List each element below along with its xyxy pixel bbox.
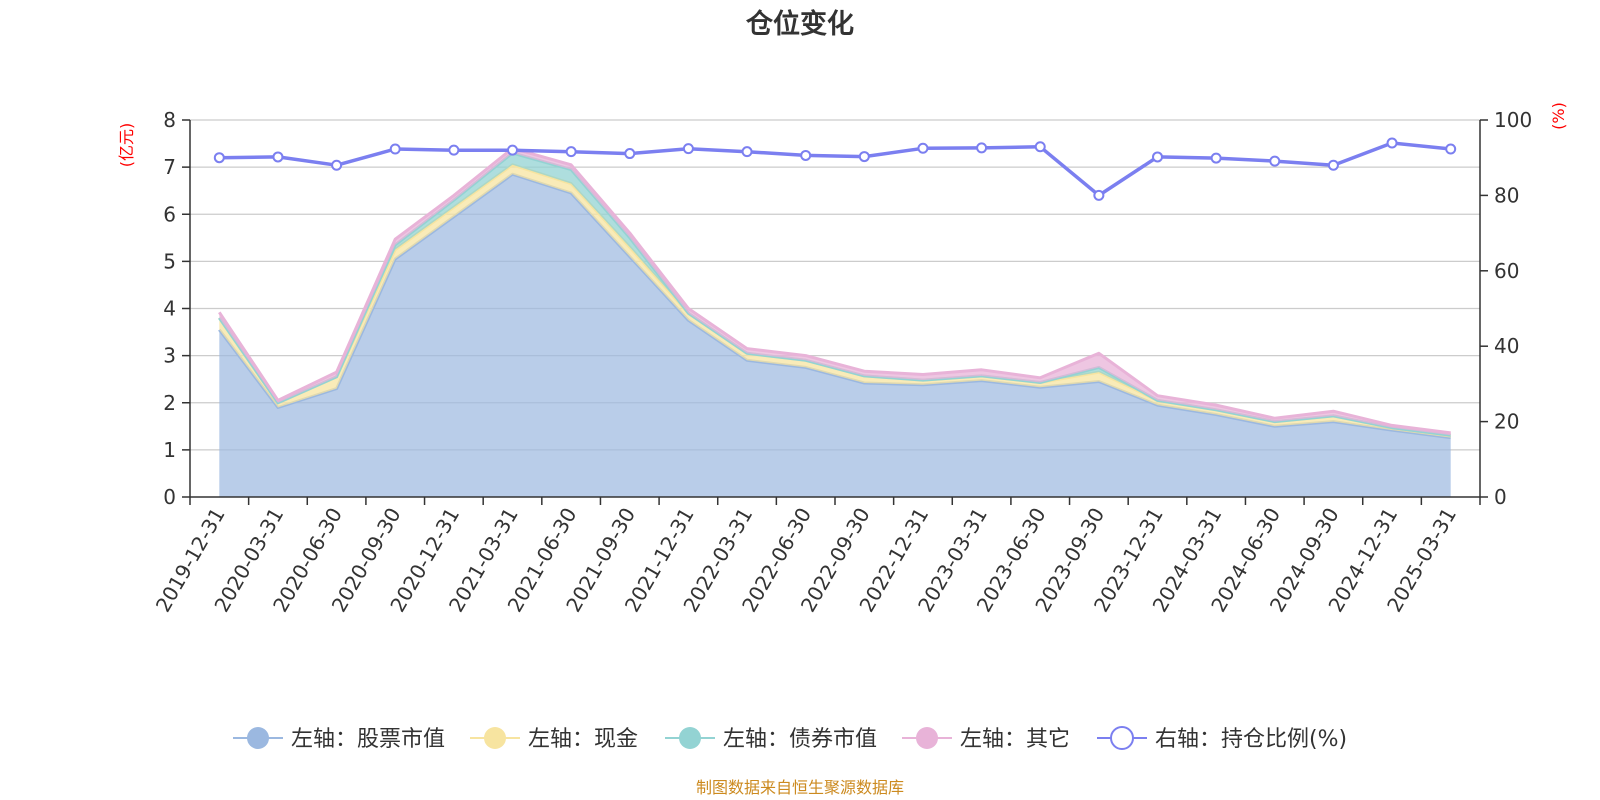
ratio-point <box>389 143 401 155</box>
ratio-point <box>1269 155 1281 167</box>
legend-item: 右轴：持仓比例(%) <box>1097 726 1347 752</box>
ratio-point <box>1152 151 1163 163</box>
right-tick-label: 60 <box>1494 259 1519 283</box>
ratio-point <box>448 144 460 156</box>
legend-label: 左轴：其它 <box>960 727 1070 752</box>
position-ratio-line <box>213 137 1457 201</box>
right-tick-label: 100 <box>1494 108 1532 132</box>
right-tick-label: 20 <box>1494 410 1519 434</box>
ratio-point <box>976 142 988 154</box>
ratio-line <box>219 141 1451 198</box>
left-tick-label: 5 <box>163 249 176 273</box>
right-tick-label: 0 <box>1494 485 1507 509</box>
legend-marker <box>484 727 506 749</box>
ratio-point <box>1210 152 1222 164</box>
legend-label: 左轴：股票市值 <box>291 727 445 752</box>
legend-marker <box>247 727 269 749</box>
left-tick-label: 4 <box>163 297 176 321</box>
source-note: 制图数据来自恒生聚源数据库 <box>696 778 904 797</box>
legend-label: 左轴：债券市值 <box>723 727 877 752</box>
ratio-point <box>682 143 694 155</box>
ratio-point <box>624 148 636 160</box>
legend-marker <box>679 727 701 749</box>
left-tick-label: 8 <box>163 108 176 132</box>
ratio-point <box>507 144 518 156</box>
right-tick-label: 80 <box>1494 183 1519 207</box>
legend-item: 左轴：其它 <box>902 727 1070 752</box>
area-1 <box>219 174 1451 497</box>
chart-title: 仓位变化 <box>745 8 854 40</box>
stacked-areas <box>218 146 1451 497</box>
right-tick-label: 40 <box>1494 334 1519 358</box>
left-axis-unit: (亿元) <box>117 123 136 168</box>
legend-item: 左轴：现金 <box>470 727 638 752</box>
ratio-point <box>741 146 753 158</box>
legend: 左轴：股票市值 左轴：现金 左轴：债券市值 左轴：其它 右轴：持仓比例(%) <box>233 726 1347 752</box>
left-tick-label: 6 <box>163 202 176 226</box>
ratio-point <box>858 151 870 163</box>
ratio-point <box>331 159 343 171</box>
ratio-point <box>800 149 812 161</box>
legend-marker <box>1110 726 1134 750</box>
left-tick-label: 0 <box>163 485 176 509</box>
legend-label: 左轴：现金 <box>528 727 638 752</box>
legend-label: 右轴：持仓比例(%) <box>1155 727 1347 752</box>
legend-item: 左轴：债券市值 <box>665 727 877 752</box>
ratio-point <box>272 151 284 163</box>
ratio-point <box>1034 141 1046 153</box>
ratio-point <box>1445 143 1457 155</box>
area-edge-4 <box>218 146 1451 435</box>
left-tick-label: 3 <box>163 344 176 368</box>
left-tick-label: 1 <box>163 438 176 462</box>
right-axis-unit: (%) <box>1549 102 1568 130</box>
ratio-point <box>565 146 577 158</box>
ratio-point <box>1386 137 1398 149</box>
left-tick-label: 2 <box>163 391 176 415</box>
ratio-point <box>1093 189 1105 201</box>
legend-marker <box>916 727 938 749</box>
ratio-point <box>1327 159 1339 171</box>
ratio-point <box>917 142 929 154</box>
legend-item: 左轴：股票市值 <box>233 727 445 752</box>
ratio-point <box>213 152 225 164</box>
left-tick-label: 7 <box>163 155 176 179</box>
